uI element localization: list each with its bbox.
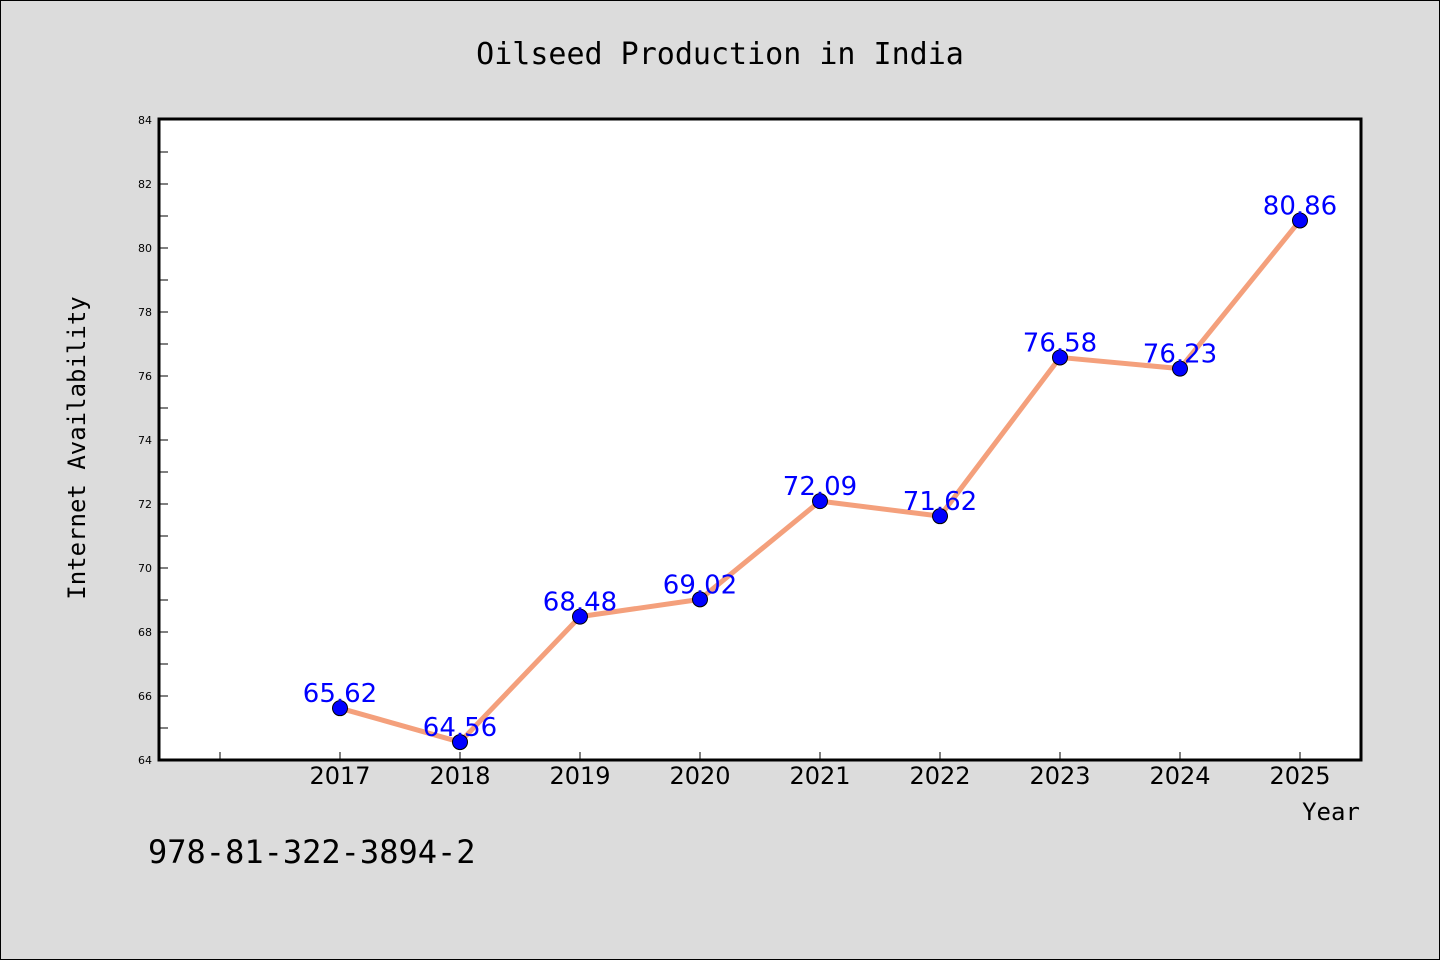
- y-tick-label: 84: [138, 114, 152, 127]
- data-point: [332, 700, 348, 717]
- data-label: 76.23: [1143, 340, 1217, 370]
- data-label: 65.62: [303, 679, 377, 709]
- chart-title: Oilseed Production in India: [476, 37, 964, 72]
- data-point: [1292, 212, 1308, 229]
- data-point: [932, 508, 948, 525]
- y-tick-label: 82: [138, 178, 152, 191]
- x-tick-label: 2017: [309, 762, 370, 790]
- x-axis: 2017 2018 2019 2020 2021 2022 2023 2024 2025: [219, 752, 1331, 790]
- y-axis-label: Internet Availability: [63, 296, 91, 599]
- isbn-text: 978-81-322-3894-2: [148, 833, 476, 871]
- data-label: 68.48: [543, 588, 617, 618]
- data-label: 76.58: [1023, 328, 1097, 358]
- y-tick-label: 74: [138, 434, 152, 447]
- plot-area: [157, 117, 1363, 762]
- y-tick-label: 64: [138, 754, 152, 767]
- x-tick-label: 2024: [1149, 762, 1210, 790]
- y-tick-label: 66: [138, 690, 152, 703]
- y-tick-label: 78: [138, 306, 152, 319]
- data-point: [1172, 360, 1188, 377]
- data-point: [1052, 349, 1068, 366]
- data-label: 72.09: [783, 472, 857, 502]
- data-point: [692, 591, 708, 608]
- data-point: [812, 493, 828, 510]
- series-line: [332, 212, 1308, 751]
- data-label: 80.86: [1263, 191, 1337, 221]
- x-axis-label: Year: [1302, 798, 1360, 826]
- x-tick-label: 2020: [669, 762, 730, 790]
- x-tick-label: 2018: [429, 762, 490, 790]
- y-tick-label: 76: [138, 370, 152, 383]
- y-tick-label: 68: [138, 626, 152, 639]
- data-label: 71.62: [903, 487, 977, 517]
- y-tick-label: 72: [138, 498, 152, 511]
- data-point: [452, 734, 468, 751]
- x-tick-label: 2022: [909, 762, 970, 790]
- x-tick-label: 2021: [789, 762, 850, 790]
- data-label: 69.02: [663, 570, 737, 600]
- data-labels: 65.62 64.56 68.48 69.02 72.09 71.62 76.58 76.23…: [303, 191, 1337, 743]
- y-axis: 64 66 68 70 72 74 76 78 80 82 84: [138, 114, 168, 767]
- x-tick-label: 2025: [1269, 762, 1330, 790]
- data-point: [572, 608, 588, 625]
- data-label: 64.56: [423, 713, 497, 743]
- y-tick-label: 80: [138, 242, 152, 255]
- y-tick-label: 70: [138, 562, 152, 575]
- x-tick-label: 2019: [549, 762, 610, 790]
- x-tick-label: 2023: [1029, 762, 1090, 790]
